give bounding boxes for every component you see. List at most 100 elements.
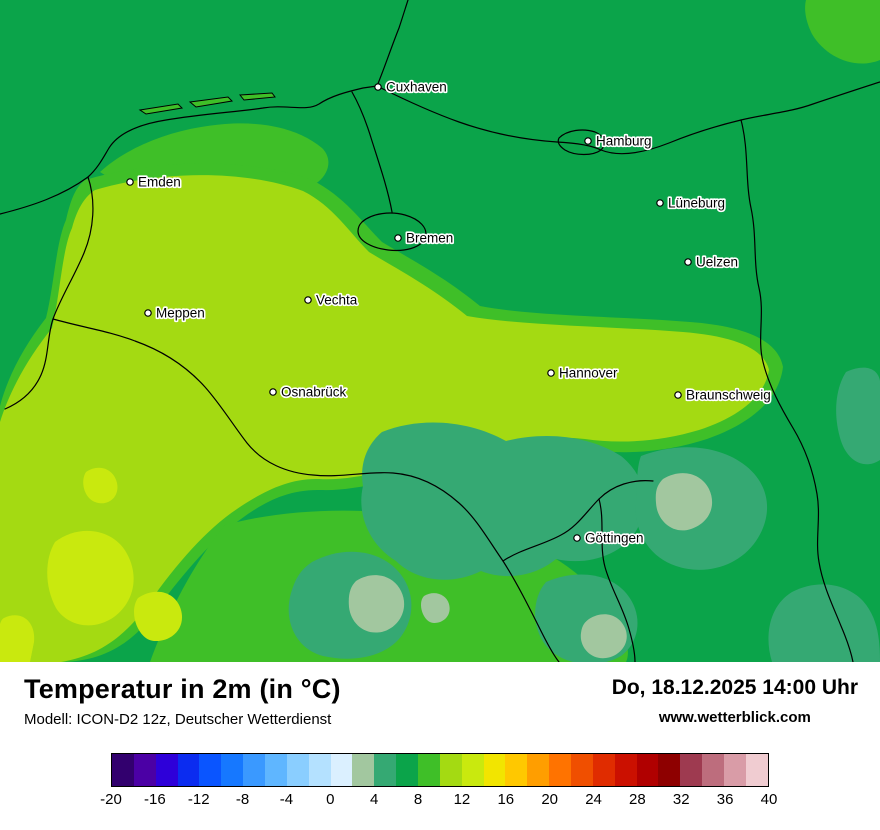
colorbar-segment bbox=[243, 754, 266, 786]
colorbar-segment bbox=[352, 754, 375, 786]
title-block: Temperatur in 2m (in °C) Modell: ICON-D2… bbox=[24, 674, 341, 728]
city-label: Bremen bbox=[406, 231, 453, 246]
map-region-gray-3 bbox=[580, 614, 627, 659]
southern-state-border bbox=[52, 318, 560, 662]
map-region-topright-patch bbox=[805, 0, 880, 64]
border-lines bbox=[0, 0, 880, 662]
elbe-river-line bbox=[376, 81, 880, 155]
city-dot bbox=[144, 309, 152, 317]
coastline bbox=[0, 0, 409, 215]
colorbar-tick-label: 12 bbox=[453, 791, 471, 808]
info-bar: Temperatur in 2m (in °C) Modell: ICON-D2… bbox=[0, 662, 880, 728]
colorbar-segment bbox=[439, 754, 462, 786]
hamburg-outline bbox=[557, 129, 605, 156]
city-label-halo: Bremen bbox=[406, 231, 453, 246]
city-label-halo: Hamburg bbox=[596, 134, 652, 149]
city-label: Uelzen bbox=[696, 255, 738, 270]
colorbar-segment bbox=[265, 754, 287, 786]
city-dot bbox=[126, 178, 134, 186]
city-dot bbox=[269, 388, 277, 396]
temperature-colorbar: -20 -16 -12 -8 -4 0 4 8 12 16 20 24 28 32 36 40 bbox=[100, 753, 777, 811]
colorbar-segments bbox=[111, 753, 769, 787]
model-info: Modell: ICON-D2 12z, Deutscher Wetterdie… bbox=[24, 711, 332, 728]
city-label: Emden bbox=[138, 175, 181, 190]
colorbar-segment bbox=[112, 754, 134, 786]
colorbar-segment bbox=[133, 754, 156, 786]
colorbar-tick-label: -12 bbox=[187, 791, 210, 808]
colorbar-segment bbox=[636, 754, 659, 786]
colorbar-labels: -20 -16 -12 -8 -4 0 4 8 12 16 20 24 28 32 36 40 bbox=[100, 791, 777, 811]
colorbar-tick-label: 8 bbox=[413, 791, 423, 808]
city-label-halo: Cuxhaven bbox=[386, 80, 447, 95]
map-region-bright-patch-3 bbox=[83, 467, 118, 504]
colorbar-segment bbox=[592, 754, 615, 786]
colorbar-segment bbox=[330, 754, 353, 786]
city-label-halo: Hannover bbox=[559, 366, 618, 381]
city-label-halo: Braunschweig bbox=[686, 388, 771, 403]
map-region-teal-1 bbox=[361, 422, 645, 580]
city-dot bbox=[304, 296, 312, 304]
colorbar-tick-label: 24 bbox=[585, 791, 602, 808]
island-1 bbox=[138, 103, 184, 115]
city-label: Meppen bbox=[156, 306, 205, 321]
map-region-gray-1 bbox=[348, 575, 405, 633]
colorbar-tick-label: 20 bbox=[541, 791, 558, 808]
eastern-state-border bbox=[740, 119, 854, 662]
city-dot bbox=[374, 83, 382, 91]
colorbar-segment bbox=[155, 754, 178, 786]
colorbar-tick-label: -8 bbox=[235, 791, 250, 808]
colorbar-segment bbox=[418, 754, 440, 786]
city-label: Braunschweig bbox=[686, 388, 771, 403]
city-dot bbox=[584, 137, 592, 145]
colorbar-segment bbox=[614, 754, 637, 786]
colorbar-segment bbox=[286, 754, 309, 786]
city-dot bbox=[573, 534, 581, 542]
map-region-gray-2 bbox=[655, 473, 713, 531]
central-border-b bbox=[598, 498, 636, 662]
colorbar-tick-label: 4 bbox=[370, 791, 379, 808]
city-dot bbox=[656, 199, 664, 207]
city-label: Lüneburg bbox=[668, 196, 725, 211]
colorbar-segment bbox=[527, 754, 550, 786]
colorbar-tick-label: -20 bbox=[100, 791, 122, 808]
colorbar-tick-label: 28 bbox=[629, 791, 646, 808]
map-region-bright-patch-4 bbox=[0, 615, 35, 662]
colorbar-tick-label: -4 bbox=[279, 791, 294, 808]
forecast-datetime: Do, 18.12.2025 14:00 Uhr bbox=[611, 676, 858, 699]
islands bbox=[138, 92, 276, 115]
map-region-warm-yellowgreen bbox=[0, 175, 769, 662]
temperature-map: Cuxhaven Cuxhaven Hamburg Hamburg Emden Emden… bbox=[0, 0, 880, 662]
city-dot bbox=[674, 391, 682, 399]
map-title: Temperatur in 2m (in °C) bbox=[24, 674, 341, 704]
colorbar-segment bbox=[308, 754, 331, 786]
map-region-gray-4 bbox=[420, 593, 450, 623]
colorbar-segment bbox=[374, 754, 397, 786]
colorbar-tick-label: -16 bbox=[144, 791, 166, 808]
map-region-teal-5 bbox=[836, 367, 880, 465]
map-region-teal-6 bbox=[768, 584, 880, 662]
colorbar-segment bbox=[658, 754, 681, 786]
website-text: www.wetterblick.com bbox=[658, 709, 811, 726]
weser-river-line bbox=[351, 91, 393, 213]
colorbar-segment bbox=[724, 754, 746, 786]
colorbar-segment bbox=[702, 754, 725, 786]
colorbar-tick-label: 32 bbox=[672, 791, 690, 808]
city-dot bbox=[547, 369, 555, 377]
city-label: Osnabrück bbox=[281, 385, 347, 400]
colorbar-segment bbox=[571, 754, 593, 786]
colorbar-tick-label: 40 bbox=[760, 791, 778, 808]
city-label-halo: Göttingen bbox=[585, 531, 644, 546]
central-border-a bbox=[502, 480, 654, 562]
island-2 bbox=[188, 96, 234, 108]
city-dot bbox=[684, 258, 692, 266]
